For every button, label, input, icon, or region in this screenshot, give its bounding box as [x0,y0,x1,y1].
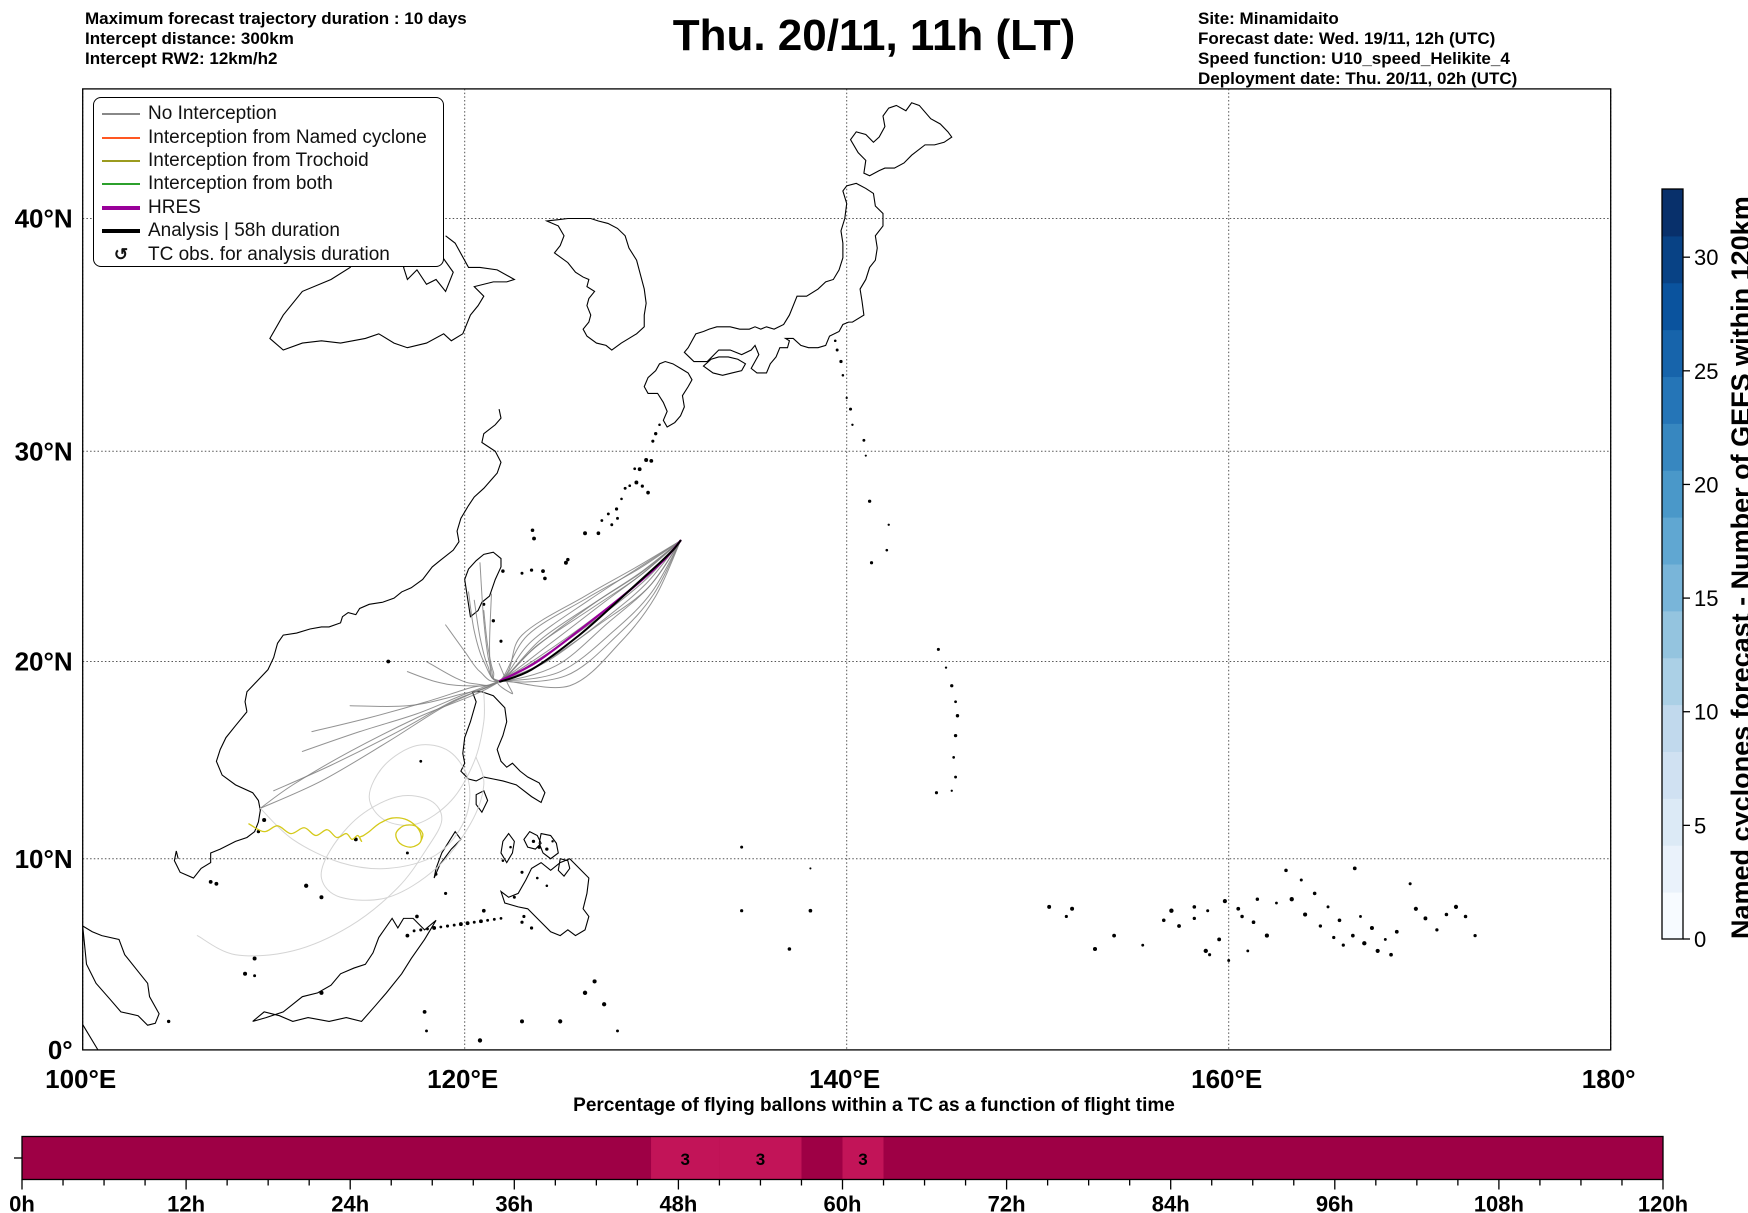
svg-text:180°: 180° [1582,1064,1636,1094]
svg-text:5: 5 [1694,813,1706,838]
svg-text:20: 20 [1694,472,1718,497]
svg-text:20°N: 20°N [15,647,73,677]
svg-text:10: 10 [1694,700,1718,725]
svg-text:120°E: 120°E [427,1064,498,1094]
svg-text:10°N: 10°N [15,844,73,874]
svg-text:Named cyclones forecast - Numb: Named cyclones forecast - Number of GEFS… [1726,196,1748,939]
svg-text:140°E: 140°E [809,1064,880,1094]
svg-text:25: 25 [1694,359,1718,384]
svg-text:160°E: 160°E [1191,1064,1262,1094]
svg-text:0: 0 [1694,927,1706,952]
svg-text:15: 15 [1694,586,1718,611]
svg-text:0°: 0° [48,1035,73,1065]
svg-text:30: 30 [1694,245,1718,270]
svg-text:100°E: 100°E [45,1064,116,1094]
svg-text:30°N: 30°N [15,436,73,466]
svg-text:40°N: 40°N [15,203,73,233]
